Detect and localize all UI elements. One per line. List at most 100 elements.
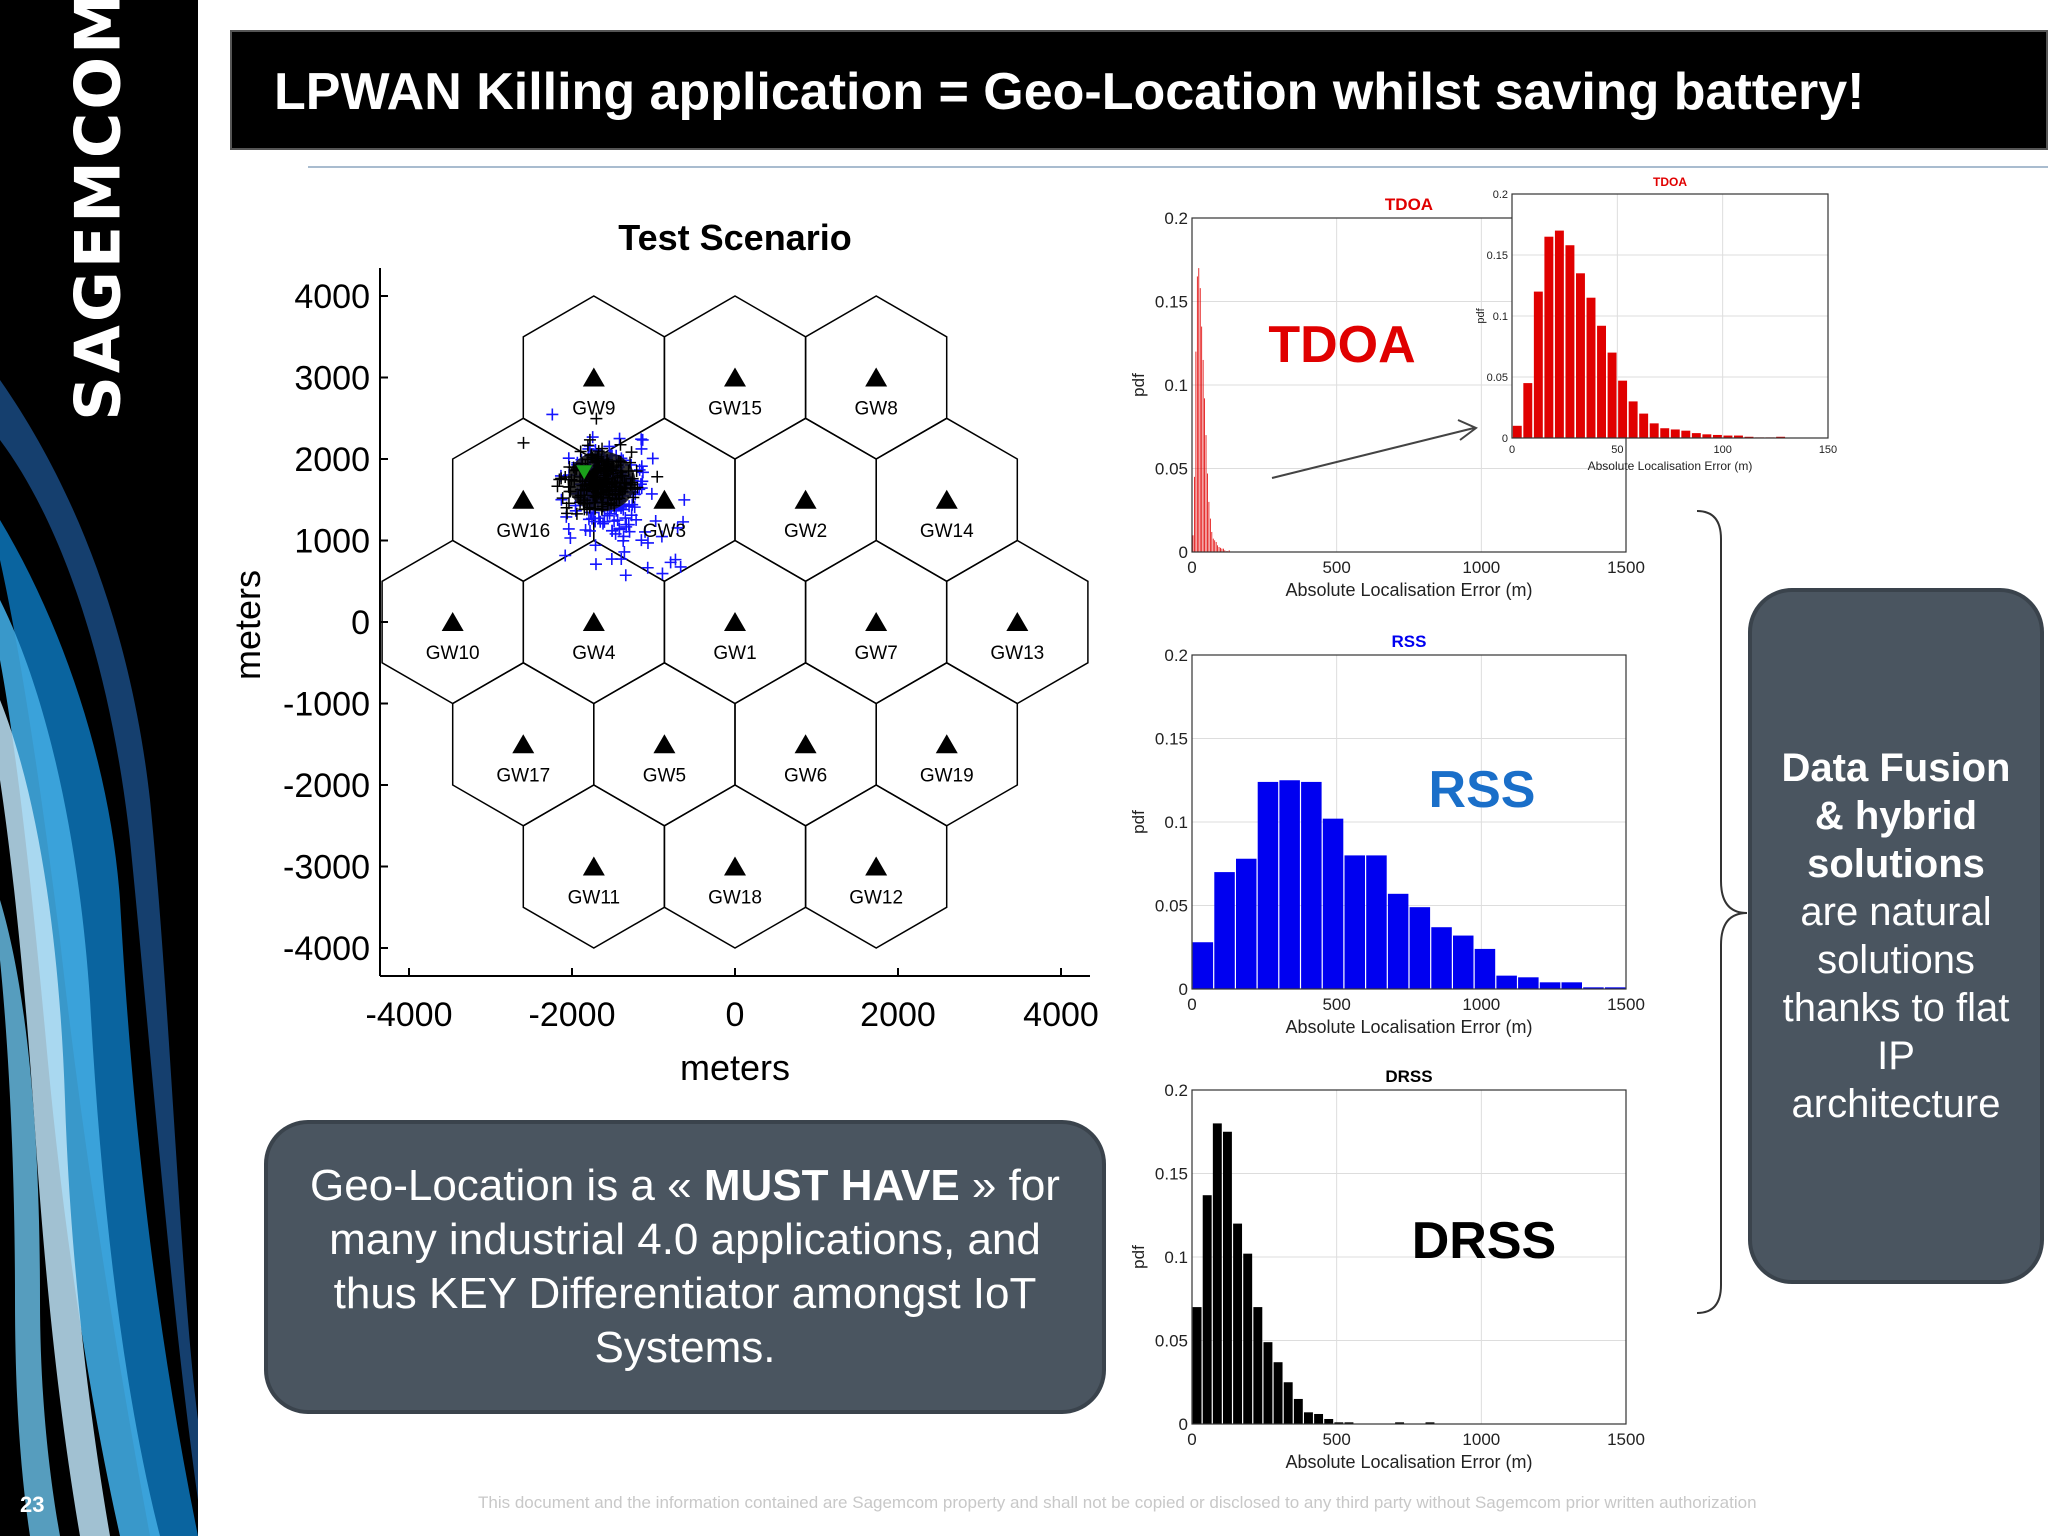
tdoa-estimate-point: [627, 491, 640, 504]
swoosh-graphic: [0, 380, 198, 1536]
histogram-bar: [1628, 401, 1638, 438]
rss-estimate-point: [605, 524, 618, 537]
callout-text-post: » for many industrial 4.0 applications, …: [329, 1161, 1060, 1372]
gateway-label: GW12: [849, 888, 903, 909]
x-tick-label: 100: [1713, 444, 1731, 456]
tdoa-estimate-point: [602, 457, 615, 470]
histogram-bar: [1576, 273, 1585, 438]
y-tick-label: -4000: [283, 930, 370, 968]
y-tick-label: 0.15: [1155, 729, 1188, 748]
callout-data-fusion: Data Fusion & hybrid solutions are natur…: [1748, 588, 2044, 1284]
histogram-bar: [1387, 893, 1409, 989]
histogram-bar: [1334, 1422, 1344, 1424]
histogram-bar: [1691, 433, 1701, 438]
chart-rss: 0 500 1000 1500 0 0.05 0.1 0.15 0.2 RSS Absolute L…: [1129, 632, 1645, 1037]
x-tick-label: 1000: [1462, 995, 1500, 1014]
x-tick-label: 0: [1187, 558, 1196, 577]
histogram-bar: [1273, 1362, 1283, 1424]
tdoa-estimate-point: [574, 496, 587, 509]
callout-right-strong: Data Fusion & hybrid solutions: [1781, 746, 2011, 886]
y-tick-label: 0: [351, 604, 370, 642]
rss-estimate-point: [589, 558, 602, 571]
histogram-bar: [1214, 872, 1235, 989]
histogram-bar: [1712, 434, 1722, 438]
x-tick-label: -4000: [366, 996, 453, 1034]
tdoa-estimate-point: [605, 463, 618, 476]
histogram-bar: [1544, 236, 1554, 438]
histogram-bar: [1253, 1307, 1263, 1424]
tdoa-estimate-point: [574, 483, 587, 496]
histogram-bar: [1202, 1195, 1212, 1424]
hex-grid: [381, 295, 1089, 949]
rss-estimate-point: [562, 522, 575, 535]
histogram-bar: [1198, 268, 1200, 552]
y-tick-label: -3000: [283, 849, 370, 887]
histogram-bar: [1204, 398, 1205, 552]
histogram-bar: [1597, 325, 1606, 438]
bracket-shape: [1696, 510, 1748, 1314]
histogram-bar: [1344, 855, 1365, 989]
gateway-triangle-icon: [794, 734, 817, 754]
hex-cell: [451, 661, 595, 827]
rss-estimate-point: [584, 524, 597, 537]
tdoa-estimate-point: [600, 473, 613, 486]
rss-estimate-point: [617, 530, 630, 543]
gateway-triangle-icon: [865, 612, 888, 631]
histogram-bar: [1221, 548, 1223, 552]
tdoa-estimate-point: [589, 466, 602, 479]
gateway-label: GW14: [920, 521, 974, 542]
rss-estimate-point: [639, 525, 652, 538]
tdoa-estimate-point: [651, 470, 664, 483]
histogram-bar: [1681, 430, 1691, 438]
callout-must-have-text: Geo-Location is a « MUST HAVE » for many…: [298, 1159, 1072, 1375]
rss-estimate-point: [589, 539, 602, 552]
x-tick-label: 0: [726, 996, 745, 1034]
title-bar: LPWAN Killing application = Geo-Location…: [230, 30, 2048, 150]
tdoa-estimate-point: [556, 492, 569, 505]
histogram-bar: [1322, 818, 1344, 989]
tdoa-estimate-point: [599, 464, 612, 477]
gateway-triangle-icon: [512, 489, 535, 509]
rss-estimate-point: [569, 504, 582, 517]
histogram-bar: [1734, 435, 1743, 438]
gateway-label: GW15: [708, 399, 762, 420]
y-tick-label: 0.05: [1155, 896, 1188, 915]
histogram-bar: [1474, 948, 1496, 989]
histogram-bar: [1263, 1342, 1273, 1424]
x-tick-label: 1500: [1607, 995, 1645, 1014]
rss-estimate-point: [635, 534, 648, 547]
histogram-bar: [1233, 1223, 1243, 1424]
x-tick-label: 2000: [860, 996, 936, 1034]
tdoa-estimate-point: [606, 476, 619, 489]
tdoa-estimate-point: [581, 439, 594, 452]
y-tick-label: -1000: [283, 686, 370, 724]
histogram-bar: [1670, 429, 1680, 438]
tdoa-estimate-point: [608, 499, 621, 512]
gateway-triangle-icon: [1006, 612, 1029, 631]
gateway-label: GW11: [568, 888, 620, 909]
chart-drss: 0 500 1000 1500 0 0.05 0.1 0.15 0.2 DRSS Absolute …: [1129, 1067, 1645, 1472]
histogram-bar: [1744, 436, 1754, 438]
gateway-triangle-icon: [512, 734, 535, 754]
tdoa-estimate-point: [615, 466, 628, 479]
true-position-icon: [576, 465, 593, 480]
rss-estimate-point: [669, 553, 682, 566]
tdoa-estimate-point: [517, 436, 530, 449]
gateway-triangle-icon: [582, 367, 605, 387]
histogram-bar: [1586, 297, 1596, 438]
histogram-bar: [1324, 1418, 1334, 1424]
histogram-bar: [1702, 434, 1712, 438]
tdoa-estimate-point: [614, 438, 627, 451]
histogram-bar: [1199, 288, 1201, 552]
y-tick-label: 0.1: [1164, 1248, 1188, 1267]
y-tick-label: 0: [1179, 980, 1188, 999]
histogram-bar: [1228, 550, 1230, 552]
x-tick-label: 1500: [1607, 558, 1645, 577]
scenario-ylabel: meters: [227, 570, 268, 680]
histogram-bar: [1222, 1131, 1232, 1424]
gateway-label: GW8: [855, 399, 898, 420]
gateway-triangle-icon: [441, 612, 464, 631]
x-tick-label: 0: [1509, 444, 1515, 456]
y-tick-label: 4000: [294, 278, 370, 316]
